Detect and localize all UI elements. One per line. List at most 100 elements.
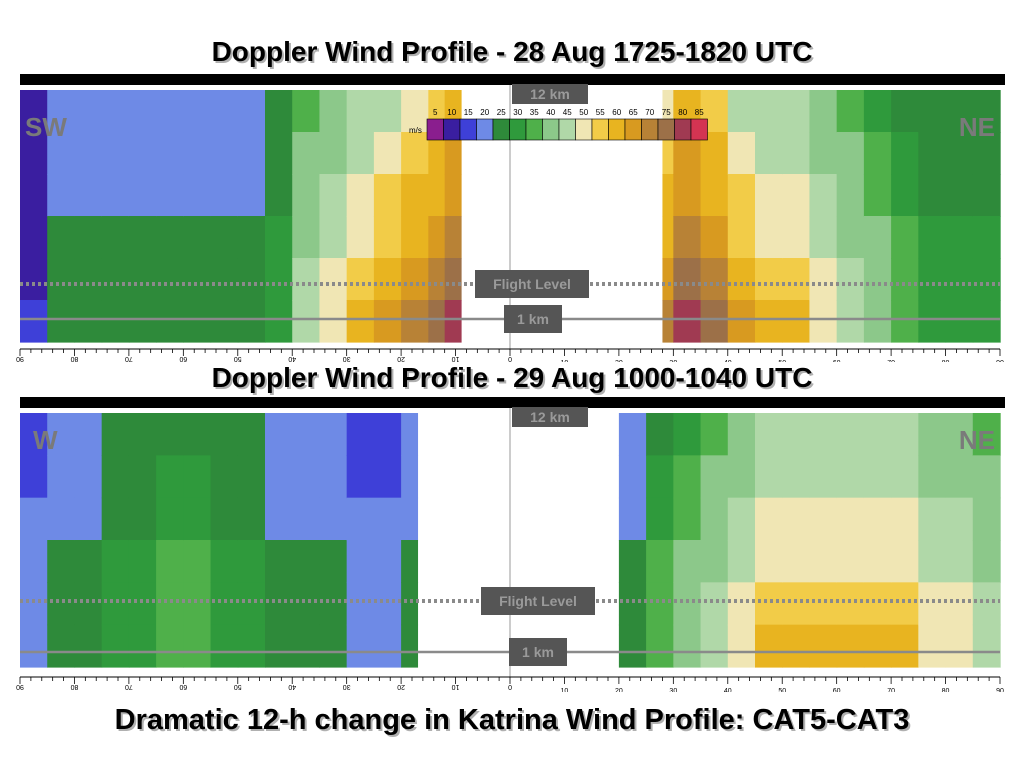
wind-speed-cell	[401, 497, 419, 541]
wind-speed-cell	[346, 300, 375, 343]
wind-speed-cell	[47, 90, 76, 133]
wind-speed-cell	[183, 582, 212, 626]
wind-speed-cell	[183, 174, 212, 217]
wind-speed-cell	[836, 624, 865, 668]
wind-profile-chart-29aug: 12 km Flight Level 1 km W NE 90 80 70 60 50 40 30 20…	[16, 397, 1005, 692]
wind-speed-cell	[918, 216, 947, 259]
wind-speed-cell	[292, 216, 321, 259]
wind-speed-cell	[972, 540, 1001, 583]
x-tick-label: 50	[234, 683, 242, 690]
wind-speed-cell	[128, 413, 157, 456]
wind-speed-cell	[210, 413, 239, 456]
wind-speed-cell	[891, 413, 919, 456]
wind-speed-cell	[101, 624, 130, 668]
wind-speed-cell	[863, 300, 892, 343]
wind-speed-cell	[972, 497, 1001, 541]
wind-speed-cell	[20, 174, 48, 217]
wind-speed-cell	[20, 90, 48, 133]
top-level-label-box	[512, 407, 588, 427]
wind-speed-cell	[673, 216, 702, 259]
wind-speed-cell	[346, 455, 402, 499]
wind-speed-cell	[319, 90, 348, 133]
colorbar-swatch	[575, 118, 593, 141]
wind-speed-cell	[47, 582, 76, 626]
wind-speed-cell	[346, 497, 402, 541]
wind-speed-cell	[156, 455, 184, 499]
wind-speed-cell	[183, 455, 212, 499]
left-direction-label: W	[33, 425, 58, 455]
wind-speed-cell	[210, 497, 239, 541]
x-tick-label: 70	[887, 688, 895, 692]
x-tick-label: 0	[508, 683, 512, 690]
wind-speed-cell	[20, 413, 48, 456]
wind-speed-cell	[891, 624, 919, 668]
wind-speed-cell	[700, 624, 729, 668]
wind-speed-cell	[836, 582, 865, 626]
wind-speed-cell	[891, 258, 919, 301]
wind-speed-cell	[755, 216, 783, 259]
wind-speed-cell	[918, 132, 947, 175]
wind-speed-cell	[428, 258, 446, 301]
colorbar-swatch	[641, 118, 659, 141]
wind-speed-cell	[782, 540, 811, 583]
wind-speed-cell	[618, 624, 647, 668]
wind-speed-cell	[237, 132, 266, 175]
wind-speed-cell	[237, 174, 266, 217]
wind-speed-cell	[428, 174, 446, 217]
wind-speed-cell	[20, 624, 48, 668]
wind-speed-cell	[237, 258, 266, 301]
wind-speed-cell	[346, 413, 402, 456]
wind-speed-cell	[727, 132, 756, 175]
wind-speed-cell	[47, 300, 76, 343]
wind-speed-cell	[918, 582, 947, 626]
colorbar-tick-label: 70	[645, 108, 654, 117]
wind-speed-cell	[401, 624, 419, 668]
wind-speed-cell	[156, 582, 184, 626]
x-tick-label: 40	[724, 688, 732, 692]
colorbar-tick-label: 80	[678, 108, 687, 117]
wind-speed-cell	[401, 582, 419, 626]
wind-speed-cell	[755, 624, 783, 668]
wind-speed-cell	[237, 413, 266, 456]
wind-speed-cell	[836, 216, 865, 259]
wind-speed-cell	[727, 216, 756, 259]
wind-speed-cell	[74, 413, 103, 456]
x-tick-label: 60	[179, 355, 187, 362]
wind-speed-cell	[401, 132, 429, 175]
wind-speed-cell	[782, 216, 811, 259]
wind-speed-cell	[101, 413, 130, 456]
flight-level-label-box	[475, 270, 589, 298]
top-level-label: 12 km	[530, 86, 570, 102]
x-tick-label: 30	[669, 688, 677, 692]
wind-speed-cell	[945, 497, 974, 541]
x-tick-label: 10	[452, 683, 460, 690]
wind-speed-cell	[673, 582, 702, 626]
wind-speed-cell	[972, 258, 1001, 301]
x-tick-label: 60	[833, 688, 841, 692]
wind-speed-cell	[1000, 258, 1001, 301]
wind-speed-cell	[918, 90, 947, 133]
wind-speed-cell	[863, 258, 892, 301]
wind-speed-cell	[401, 90, 429, 133]
x-tick-label: 60	[179, 683, 187, 690]
x-tick-label: 40	[724, 360, 732, 362]
wind-speed-cell	[755, 540, 783, 583]
wind-speed-cell	[265, 540, 321, 583]
wind-speed-cell	[727, 540, 756, 583]
wind-speed-cell	[265, 132, 293, 175]
wind-speed-cell	[74, 300, 103, 343]
wind-speed-cell	[346, 624, 402, 668]
colorbar-swatch	[492, 118, 510, 141]
colorbar-swatch	[525, 118, 543, 141]
wind-speed-cell	[863, 216, 892, 259]
wind-speed-cell	[618, 413, 647, 456]
wind-speed-cell	[945, 90, 974, 133]
x-tick-label: 10	[452, 355, 460, 362]
panel-top-bar	[20, 74, 1005, 85]
colorbar-unit-label: m/s	[409, 126, 422, 135]
x-tick-label: 80	[942, 360, 950, 362]
wind-speed-cell	[673, 624, 702, 668]
wind-speed-cell	[1000, 497, 1001, 541]
right-direction-label: NE	[959, 112, 995, 142]
colorbar-tick-label: 35	[530, 108, 539, 117]
